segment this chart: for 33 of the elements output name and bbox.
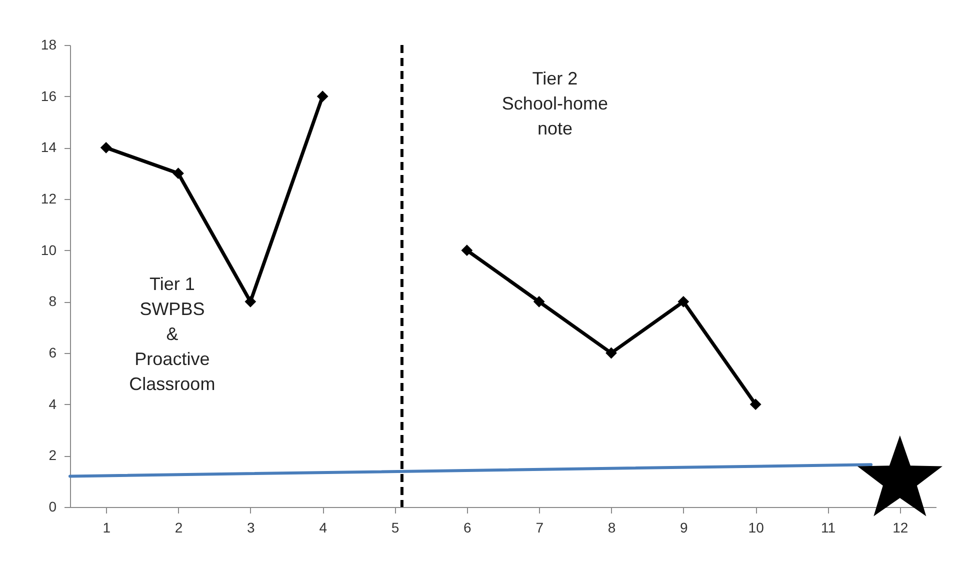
x-tick-label: 12 (892, 520, 908, 536)
x-tick-label: 10 (748, 520, 764, 536)
y-tick-label: 16 (40, 88, 57, 104)
point (533, 296, 545, 308)
y-tick-label: 4 (48, 396, 57, 412)
y-tick-label: 18 (40, 36, 57, 52)
y-tick-label: 14 (40, 139, 57, 156)
point (316, 90, 328, 102)
point (606, 347, 617, 359)
x-tick-label: 4 (319, 520, 328, 536)
x-tick-label: 6 (464, 520, 472, 536)
x-tick-label: 9 (680, 520, 688, 536)
y-tick-label: 6 (48, 344, 57, 360)
y-tick-label: 0 (48, 498, 57, 514)
x-tick-label: 7 (536, 520, 544, 536)
y-tick-label: 10 (40, 242, 57, 258)
x-tick-label: 5 (391, 520, 400, 536)
x-tick-label: 8 (608, 520, 616, 536)
y-tick-label: 2 (48, 447, 57, 464)
point (678, 296, 690, 308)
y-tick-label: 8 (48, 293, 57, 310)
x-tick-label: 2 (174, 520, 183, 536)
point (750, 398, 762, 410)
x-tick-label: 1 (102, 520, 111, 536)
y-tick-label: 12 (40, 190, 57, 206)
point (172, 168, 184, 180)
x-tick-label: 3 (247, 520, 256, 536)
point (244, 296, 256, 308)
x-tick-label: 11 (820, 520, 836, 536)
annotation: Tier 2 School-home note (502, 68, 608, 138)
point (100, 142, 112, 154)
annotation: Tier 1 SWPBS & Proactive Classroom (129, 274, 216, 394)
point (461, 244, 473, 256)
